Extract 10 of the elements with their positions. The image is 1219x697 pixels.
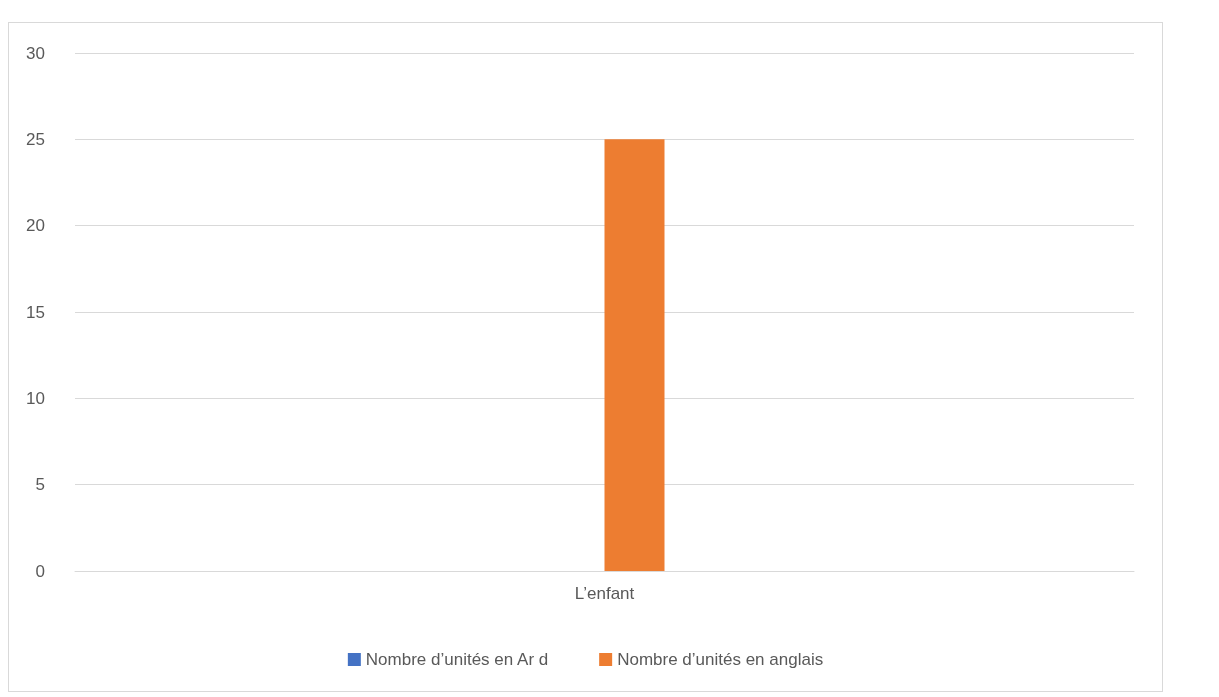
y-tick-label: 0 <box>35 561 45 581</box>
y-tick-label: 10 <box>26 388 45 408</box>
x-tick-label: L’enfant <box>574 584 635 603</box>
y-tick-label: 25 <box>26 129 45 149</box>
y-tick-label: 15 <box>26 302 45 322</box>
legend-label: Nombre d’unités en anglais <box>617 650 824 669</box>
y-tick-label: 30 <box>26 43 45 63</box>
legend-label: Nombre d’unités en Ar d <box>365 650 549 669</box>
y-tick-label: 20 <box>26 216 45 236</box>
y-tick-label: 5 <box>35 475 45 495</box>
